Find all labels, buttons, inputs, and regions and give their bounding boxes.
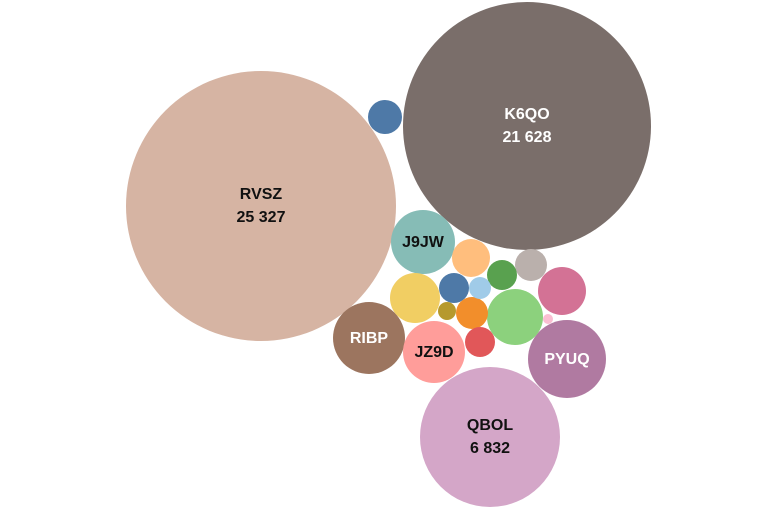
bubble-unlabeled-7[interactable] — [538, 267, 586, 315]
bubble-label-qbol: QBOL — [467, 417, 513, 434]
bubble-value-rvsz: 25 327 — [237, 209, 286, 226]
bubble-label-pyuq: PYUQ — [544, 351, 589, 368]
bubble-unlabeled-15[interactable] — [456, 297, 488, 329]
bubble-jz9d[interactable] — [403, 321, 465, 383]
bubble-rvsz[interactable] — [126, 71, 396, 341]
bubble-j9jw[interactable] — [391, 210, 455, 274]
bubble-value-k6qo: 21 628 — [503, 129, 552, 146]
bubble-unlabeled-14[interactable] — [439, 273, 469, 303]
bubble-label-rvsz: RVSZ — [240, 186, 283, 203]
bubble-unlabeled-12[interactable] — [515, 249, 547, 281]
bubble-unlabeled-9[interactable] — [390, 273, 440, 323]
bubble-value-qbol: 6 832 — [470, 440, 510, 457]
bubble-unlabeled-19[interactable] — [543, 314, 553, 324]
bubble-unlabeled-11[interactable] — [452, 239, 490, 277]
bubble-label-jz9d: JZ9D — [414, 344, 453, 361]
bubble-unlabeled-10[interactable] — [368, 100, 402, 134]
bubble-ribp[interactable] — [333, 302, 405, 374]
bubble-pyuq[interactable] — [528, 320, 606, 398]
bubble-unlabeled-16[interactable] — [465, 327, 495, 357]
bubble-label-ribp: RIBP — [350, 330, 389, 347]
bubble-k6qo[interactable] — [403, 2, 651, 250]
bubble-unlabeled-13[interactable] — [487, 260, 517, 290]
bubble-label-k6qo: K6QO — [504, 106, 549, 123]
bubble-unlabeled-8[interactable] — [487, 289, 543, 345]
bubble-unlabeled-18[interactable] — [438, 302, 456, 320]
bubble-label-j9jw: J9JW — [402, 234, 445, 251]
bubble-qbol[interactable] — [420, 367, 560, 507]
bubble-unlabeled-17[interactable] — [469, 277, 491, 299]
